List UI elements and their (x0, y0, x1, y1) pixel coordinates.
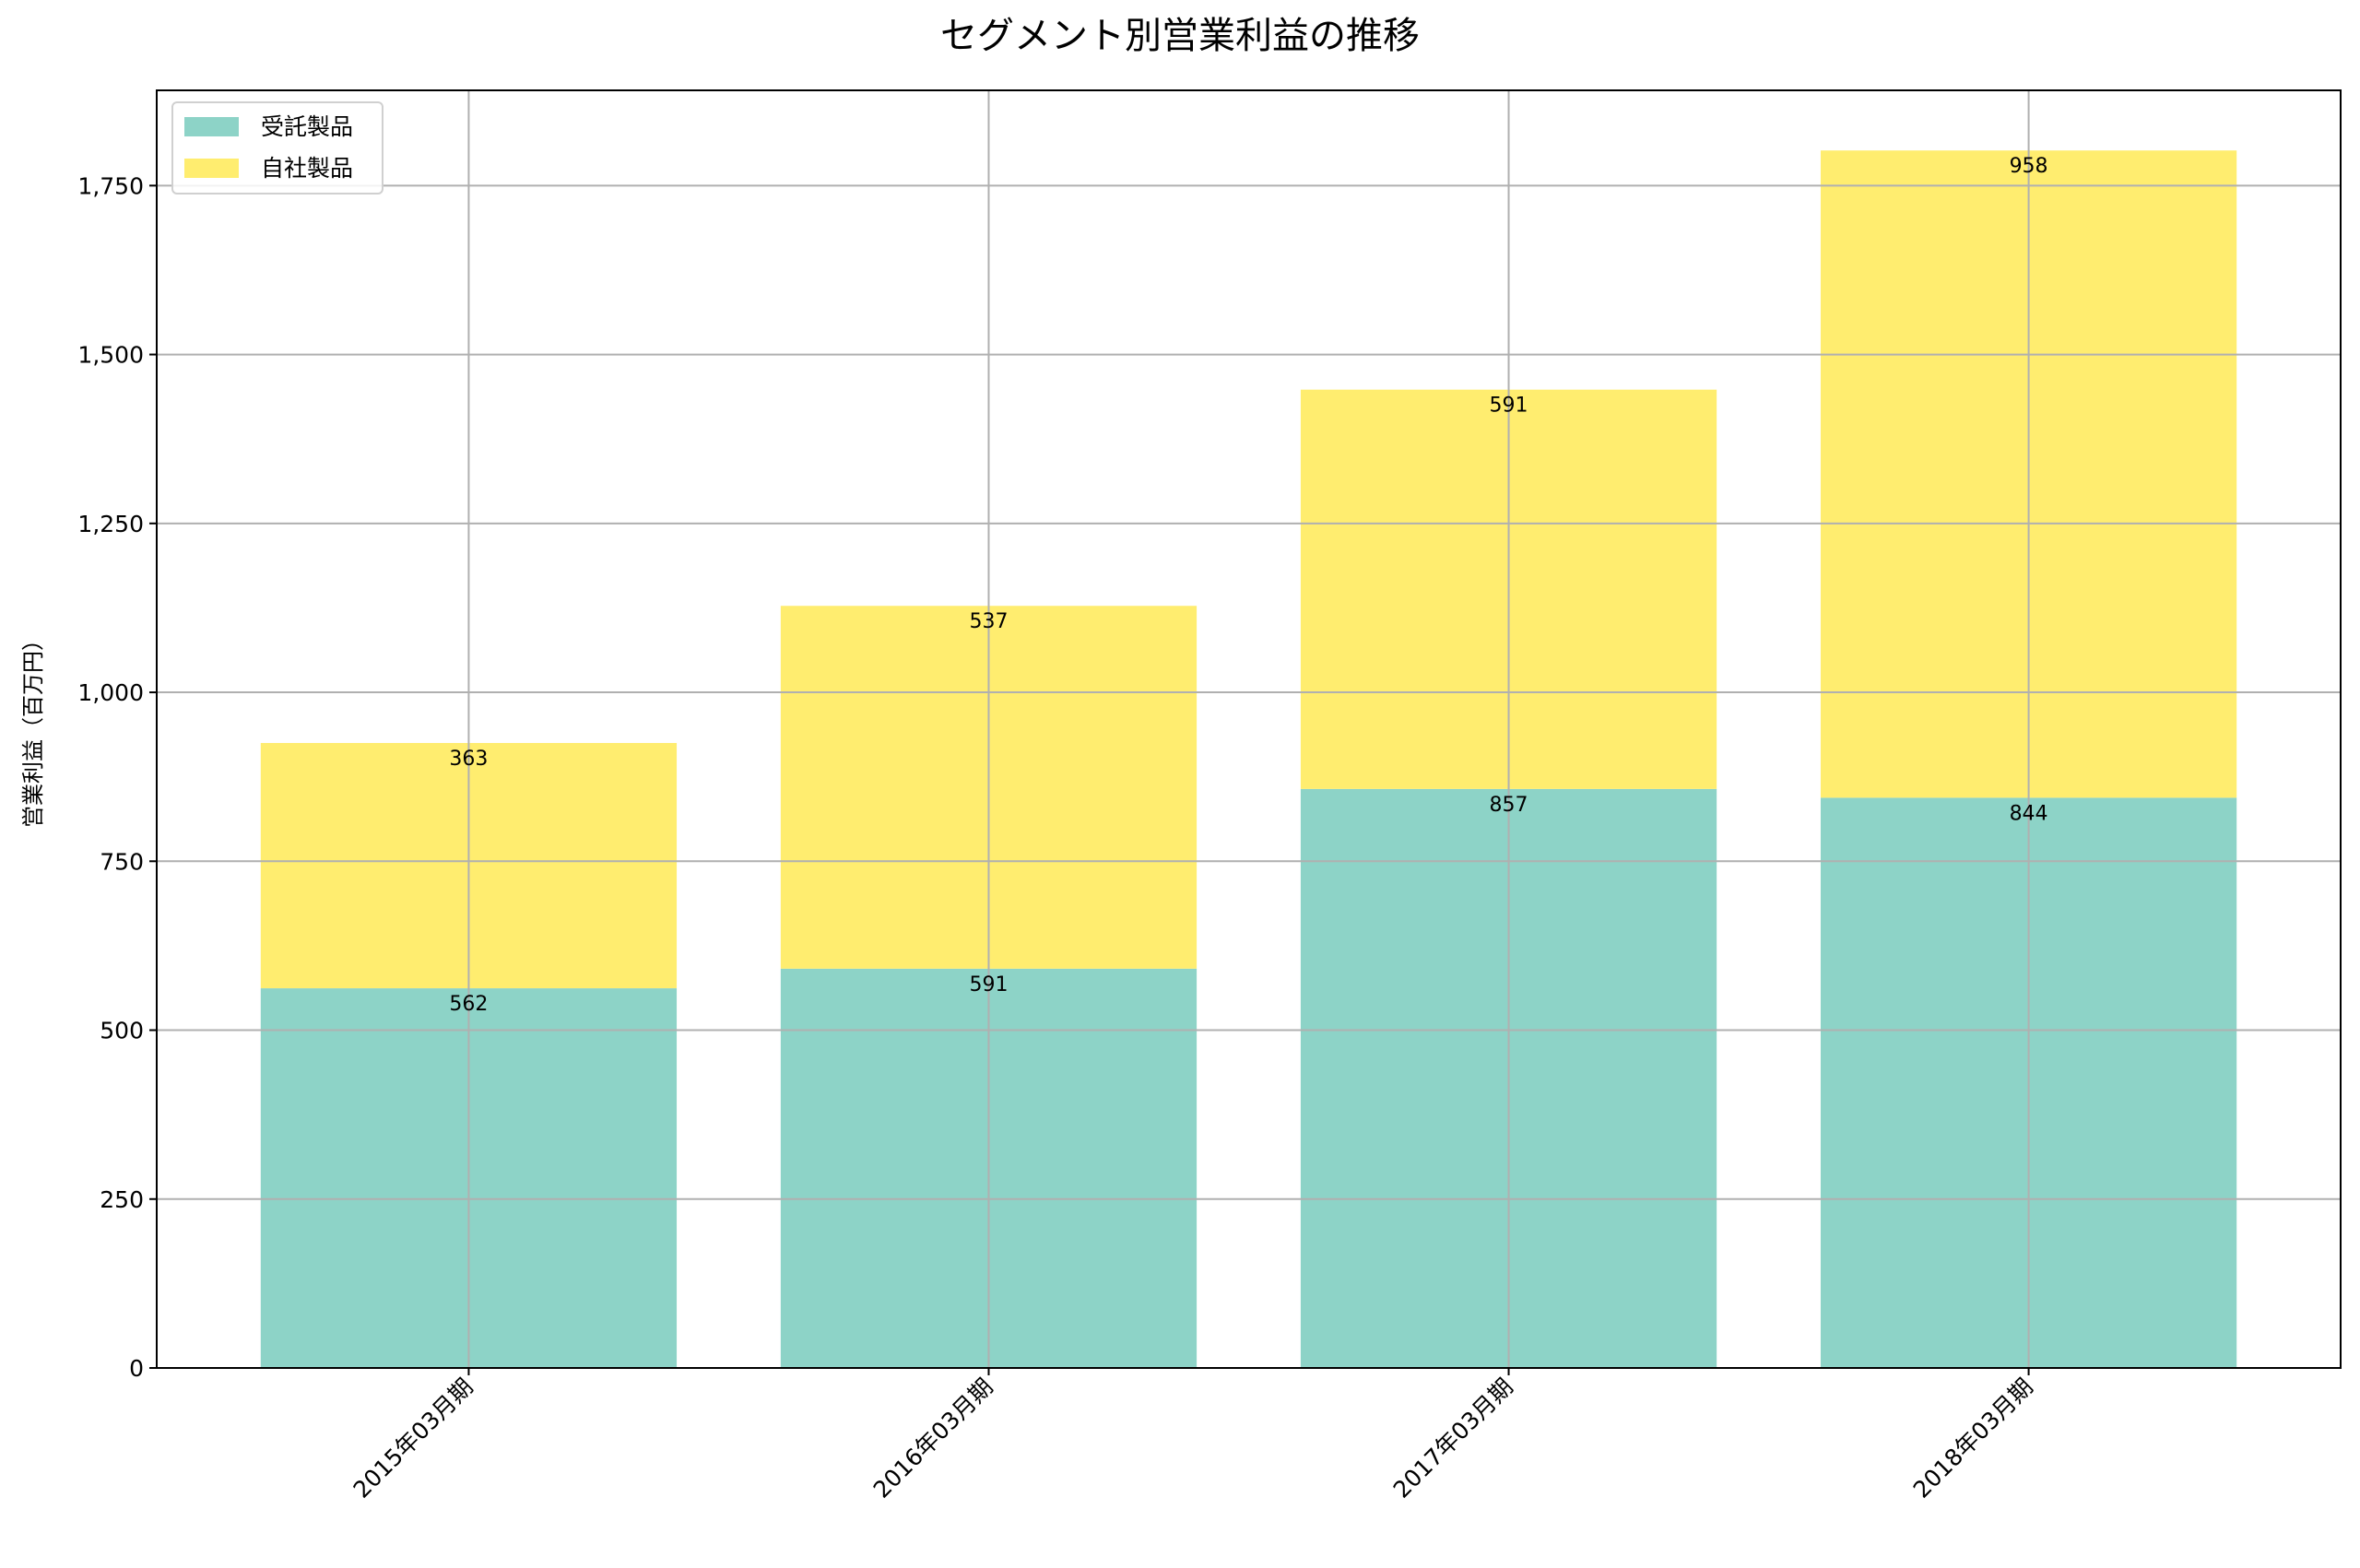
y-axis-label: 営業利益（百万円） (20, 629, 46, 828)
data-labels-layer: 562 363 591 537 857 591 844 958 (449, 155, 2047, 1016)
data-label: 844 (2010, 802, 2048, 825)
data-label: 958 (2010, 155, 2048, 178)
legend-label: 自社製品 (261, 155, 353, 182)
data-label: 857 (1490, 794, 1528, 817)
y-tick-label: 1,000 (77, 679, 144, 706)
y-tick-label: 250 (100, 1186, 144, 1213)
x-tick-label: 2018年03月期 (1908, 1373, 2038, 1503)
y-tick-label: 0 (129, 1355, 144, 1382)
data-label: 591 (1490, 395, 1528, 418)
x-tick-label: 2016年03月期 (868, 1373, 998, 1503)
data-label: 591 (969, 973, 1008, 996)
data-label: 562 (449, 993, 488, 1016)
bars-layer (260, 150, 2237, 1368)
legend-label: 受託製品 (261, 113, 353, 140)
legend-swatch (184, 159, 239, 178)
x-tick-label: 2017年03月期 (1388, 1373, 1518, 1503)
y-tick-label: 1,750 (77, 172, 144, 199)
data-label: 537 (969, 610, 1008, 633)
data-label: 363 (449, 748, 488, 771)
x-tick-label: 2015年03月期 (348, 1373, 478, 1503)
chart-title: セグメント別営業利益の推移 (940, 15, 1420, 57)
legend-swatch (184, 117, 239, 136)
y-tick-label: 750 (100, 848, 144, 875)
y-tick-label: 1,250 (77, 511, 144, 537)
plot-frame (156, 89, 2342, 1369)
y-tick-label: 1,500 (77, 342, 144, 369)
y-tick-label: 500 (100, 1018, 144, 1044)
